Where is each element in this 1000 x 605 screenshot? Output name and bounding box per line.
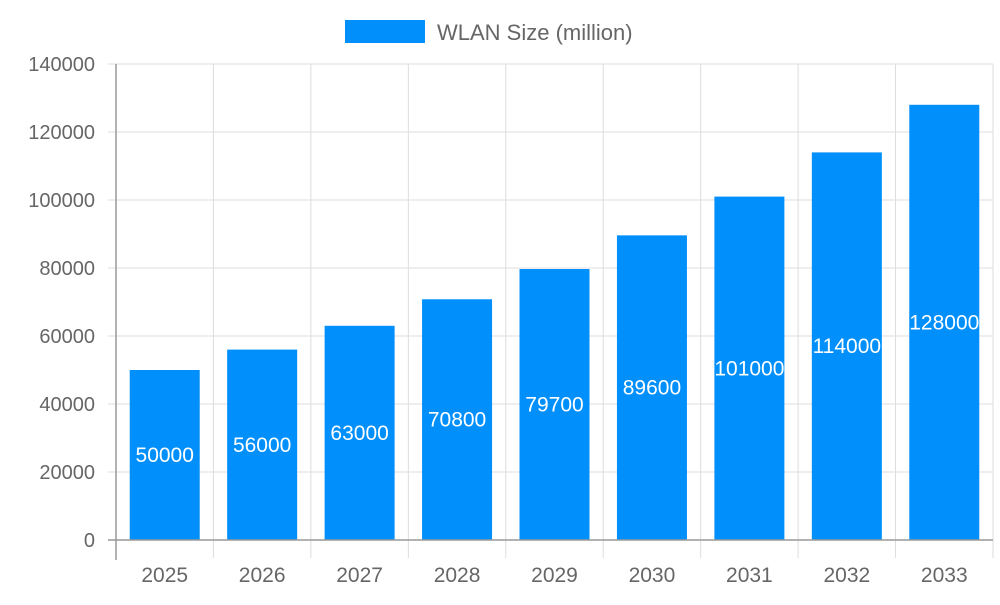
x-tick-label: 2032: [823, 564, 870, 587]
x-tick-label: 2026: [239, 564, 286, 587]
bar: [909, 104, 980, 541]
y-tick-label: 140000: [28, 54, 95, 76]
x-tick-label: 2029: [531, 564, 578, 587]
bars: 50000 56000 63000 70800 79700 89600 101000 1140…: [129, 104, 980, 541]
x-tick-label: 2027: [336, 564, 383, 587]
legend-swatch: [345, 20, 425, 43]
bar: [324, 325, 395, 540]
x-tick-label: 2030: [629, 564, 676, 587]
y-tick-label: 120000: [28, 122, 95, 144]
bar: [129, 370, 200, 540]
legend[interactable]: WLAN Size (million): [345, 20, 633, 45]
data-label: 50000: [136, 444, 194, 467]
bar: [519, 269, 590, 540]
data-label: 128000: [909, 311, 979, 334]
axes: 0 20000 40000 60000 80000 100000 120000 140000 2…: [28, 54, 993, 587]
y-tick-label: 80000: [39, 258, 95, 280]
bar: [714, 196, 785, 540]
legend-label: WLAN Size (million): [437, 20, 633, 45]
grid: [115, 63, 994, 558]
y-tick-label: 100000: [28, 190, 95, 212]
data-label: 89600: [623, 377, 681, 400]
y-tick-label: 0: [84, 530, 95, 552]
data-label: 56000: [233, 434, 291, 457]
bar: [227, 349, 298, 540]
x-tick-label: 2025: [141, 564, 188, 587]
data-label: 79700: [525, 394, 583, 417]
y-tick-label: 40000: [39, 394, 95, 416]
y-tick-label: 60000: [39, 326, 95, 348]
data-label: 114000: [813, 335, 882, 358]
data-label: 70800: [428, 409, 486, 432]
bar: [422, 299, 493, 540]
x-tick-label: 2028: [434, 564, 481, 587]
data-label: 63000: [330, 422, 388, 445]
data-label: 101000: [714, 357, 784, 380]
bar: [616, 235, 687, 541]
y-tick-label: 20000: [39, 462, 95, 484]
bar: [811, 152, 882, 540]
x-tick-label: 2031: [726, 564, 773, 587]
x-tick-label: 2033: [921, 564, 968, 587]
